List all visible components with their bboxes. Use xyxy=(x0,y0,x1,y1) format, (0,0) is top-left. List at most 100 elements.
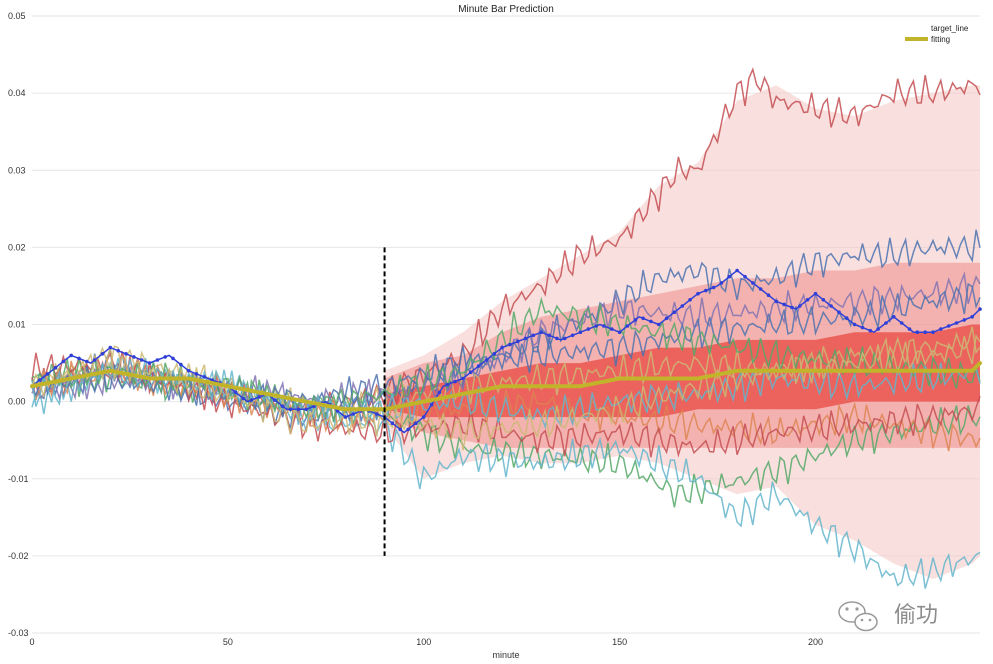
target-point xyxy=(414,421,418,426)
target-point xyxy=(429,402,434,407)
wechat-icon xyxy=(838,601,878,632)
target-point xyxy=(241,396,246,401)
target-point xyxy=(296,407,301,412)
target-point xyxy=(680,304,685,308)
target-point xyxy=(711,285,716,290)
target-point xyxy=(798,304,802,308)
target-point xyxy=(69,353,73,358)
target-point xyxy=(304,407,309,412)
target-point xyxy=(484,358,489,362)
target-point xyxy=(500,345,504,350)
target-point xyxy=(38,378,42,382)
target-point xyxy=(45,372,50,376)
target-point xyxy=(884,321,888,325)
target-point xyxy=(179,362,183,367)
target-point xyxy=(868,328,873,333)
target-point xyxy=(829,304,833,308)
target-point xyxy=(805,298,810,302)
chart-title: Minute Bar Prediction xyxy=(458,4,554,15)
target-point xyxy=(939,327,943,331)
target-point xyxy=(845,316,849,321)
target-point xyxy=(468,370,473,375)
target-point xyxy=(727,274,732,279)
y-tick-label: 0.05 xyxy=(8,11,26,21)
target-point xyxy=(555,336,559,341)
target-point xyxy=(492,352,497,356)
target-point xyxy=(594,324,598,328)
y-tick-label: 0.02 xyxy=(8,242,26,252)
target-point xyxy=(923,330,927,335)
target-point xyxy=(782,302,786,307)
target-layer xyxy=(30,268,982,434)
target-point xyxy=(970,315,974,319)
target-point xyxy=(461,376,465,381)
series-line-sample-8 xyxy=(31,351,981,458)
target-point xyxy=(625,324,630,328)
target-point xyxy=(280,404,285,409)
target-point xyxy=(374,412,379,416)
target-point xyxy=(516,339,520,344)
y-tick-label: -0.03 xyxy=(8,628,29,638)
legend-target-label: target_line xyxy=(931,24,969,33)
target-point xyxy=(657,322,661,327)
legend-fitting-label: fitting xyxy=(931,35,950,44)
target-point xyxy=(570,333,575,338)
series-line-sample-11 xyxy=(31,357,981,430)
target-point xyxy=(954,321,959,325)
target-point xyxy=(202,375,207,379)
target-point xyxy=(186,369,191,373)
target-point xyxy=(85,359,89,364)
y-tick-label: 0.00 xyxy=(8,397,26,407)
target-point xyxy=(813,291,818,296)
target-point xyxy=(547,333,551,338)
target-point xyxy=(563,336,567,341)
target-point xyxy=(445,382,450,387)
x-tick-label: 50 xyxy=(223,637,233,647)
target-point xyxy=(523,336,528,341)
target-point xyxy=(539,330,544,335)
target-point xyxy=(194,372,199,376)
target-point xyxy=(100,352,105,356)
target-point xyxy=(351,412,356,416)
target-point xyxy=(978,307,982,311)
target-point xyxy=(790,305,794,310)
target-point xyxy=(531,333,536,338)
target-point xyxy=(672,310,677,315)
target-point xyxy=(586,327,591,331)
target-point xyxy=(664,316,669,321)
target-point xyxy=(108,345,113,350)
target-point xyxy=(899,321,904,325)
fit-layer xyxy=(30,361,982,412)
target-point xyxy=(704,288,708,293)
target-point xyxy=(61,359,66,364)
target-point xyxy=(735,268,739,273)
target-point xyxy=(821,298,826,302)
target-point xyxy=(453,379,457,384)
target-point xyxy=(147,361,152,365)
target-point xyxy=(132,355,136,359)
y-tick-label: 0.01 xyxy=(8,320,26,330)
target-point xyxy=(837,310,841,315)
target-point xyxy=(931,330,935,335)
target-point xyxy=(633,318,638,322)
target-point xyxy=(53,365,58,370)
target-point xyxy=(860,325,865,330)
target-point xyxy=(257,395,262,399)
target-point xyxy=(578,330,583,335)
target-point xyxy=(476,364,481,368)
target-point xyxy=(758,287,763,291)
target-point xyxy=(852,322,857,327)
target-point xyxy=(92,358,97,362)
target-point xyxy=(641,316,645,321)
target-point xyxy=(163,355,167,359)
target-point xyxy=(77,356,81,361)
x-tick-label: 0 xyxy=(29,637,34,647)
target-point xyxy=(398,427,403,432)
target-point xyxy=(343,415,348,419)
target-point xyxy=(124,352,128,356)
y-tick-label: 0.04 xyxy=(8,88,26,98)
target-point xyxy=(915,330,920,335)
target-point xyxy=(406,427,410,432)
